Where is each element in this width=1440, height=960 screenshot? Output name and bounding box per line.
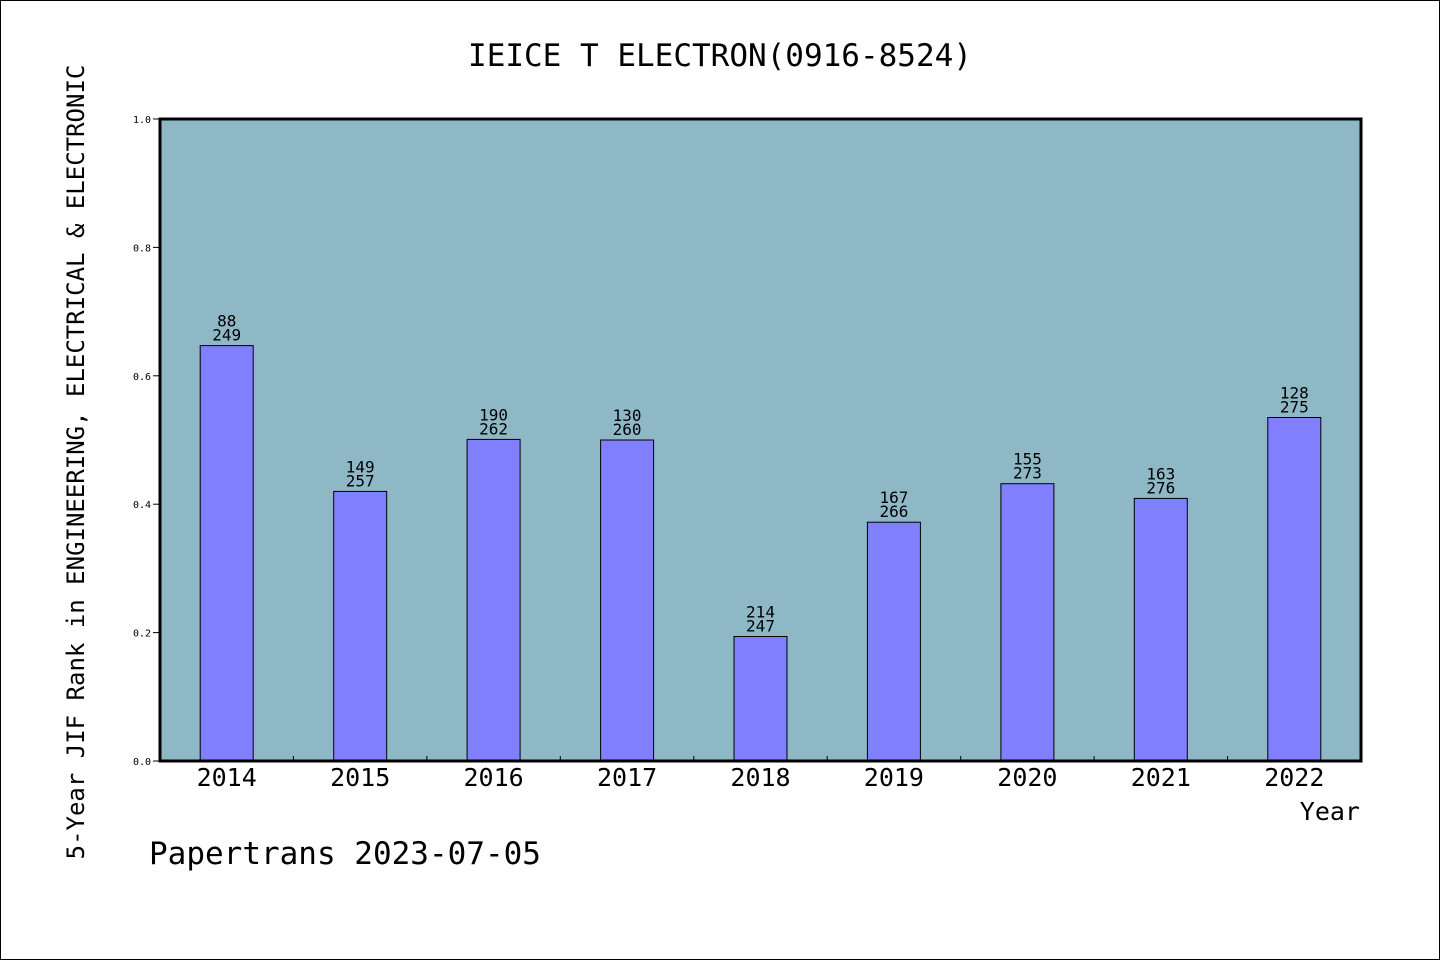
y-tick-label: 0.6: [133, 372, 151, 383]
x-tick-label: 2022: [1264, 763, 1324, 792]
bar-rank-label: 190: [479, 405, 508, 424]
bar-rank-label: 128: [1280, 384, 1309, 403]
bar-rank-label: 155: [1013, 450, 1042, 469]
bar-total-label: 262: [479, 419, 508, 438]
x-tick-label: 2015: [330, 763, 390, 792]
bar-2015: [333, 490, 388, 762]
bar-total-label: 247: [746, 617, 775, 636]
y-tick-label: 0.4: [133, 500, 151, 511]
credit-text: Papertrans 2023-07-05: [149, 836, 541, 872]
bar-2016: [466, 438, 521, 762]
x-tick-label: 2020: [997, 763, 1057, 792]
y-tick-label: 0.2: [133, 629, 151, 640]
bar-rank-label: 149: [346, 457, 375, 476]
y-tick-label: 1.0: [133, 115, 151, 126]
bar-2022: [1267, 417, 1322, 762]
bar-total-label: 266: [879, 502, 908, 521]
bar-2019: [866, 521, 921, 762]
y-tick-label: 0.0: [133, 757, 151, 768]
x-tick-label: 2014: [197, 763, 257, 792]
y-tick-label: 0.8: [133, 243, 151, 254]
bar-total-label: 273: [1013, 464, 1042, 483]
bar-total-label: 257: [346, 471, 375, 490]
bar-total-label: 275: [1280, 398, 1309, 417]
x-tick-label: 2017: [597, 763, 657, 792]
x-tick-label: 2019: [864, 763, 924, 792]
x-tick-label: 2016: [463, 763, 523, 792]
bar-total-label: 260: [613, 420, 642, 439]
bar-2014: [199, 345, 254, 762]
bar-rank-label: 214: [746, 603, 775, 622]
x-tick-label: 2021: [1131, 763, 1191, 792]
y-axis-label: 5-Year JIF Rank in ENGINEERING, ELECTRIC…: [62, 65, 90, 860]
chart-title: IEICE T ELECTRON(0916-8524): [468, 38, 972, 74]
bar-2017: [600, 439, 655, 762]
bar-2018: [733, 636, 788, 762]
plot-border: [158, 117, 1363, 763]
bar-2021: [1133, 497, 1188, 762]
bar-rank-label: 163: [1146, 464, 1175, 483]
bar-2020: [1000, 483, 1055, 762]
bar-rank-label: 130: [613, 406, 642, 425]
bar-total-label: 249: [212, 326, 241, 345]
bar-total-label: 276: [1146, 478, 1175, 497]
bar-rank-label: 167: [879, 488, 908, 507]
ticks-group: 2014 2015 2016 2017 2018 2019 2020 2021 2022 0.0 0…: [133, 115, 1324, 792]
x-axis-label: Year: [1300, 797, 1360, 826]
bar-rank-label: 88: [217, 312, 236, 331]
bars-group: 8824914925719026213026021424716726615527…: [199, 312, 1322, 762]
x-tick-label: 2018: [730, 763, 790, 792]
